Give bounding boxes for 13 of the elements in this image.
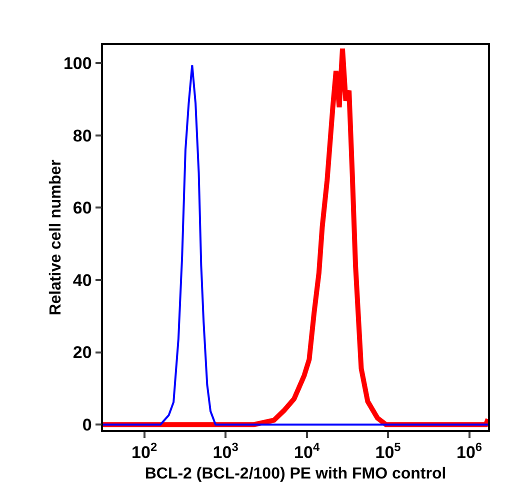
y-tick-label: 80 [72,126,92,146]
x-tick-label: 10$^{3}$ [212,440,239,462]
y-tick-label: 40 [72,270,92,290]
y-tick-label: 20 [72,343,92,362]
x-axis-title: BCL-2 (BCL-2/100) PE with FMO control [144,465,446,482]
y-tick-label: 60 [72,198,92,218]
x-tick-label: 10$^{6}$ [456,440,482,462]
y-axis-title: Relative cell number [48,160,64,316]
x-tick-label: 10$^{4}$ [294,440,320,462]
y-tick-label: 100 [63,54,92,74]
x-tick-label: 10$^{5}$ [375,440,402,462]
x-tick-label: 10$^{2}$ [132,440,158,462]
y-tick-label: 0 [82,416,92,435]
